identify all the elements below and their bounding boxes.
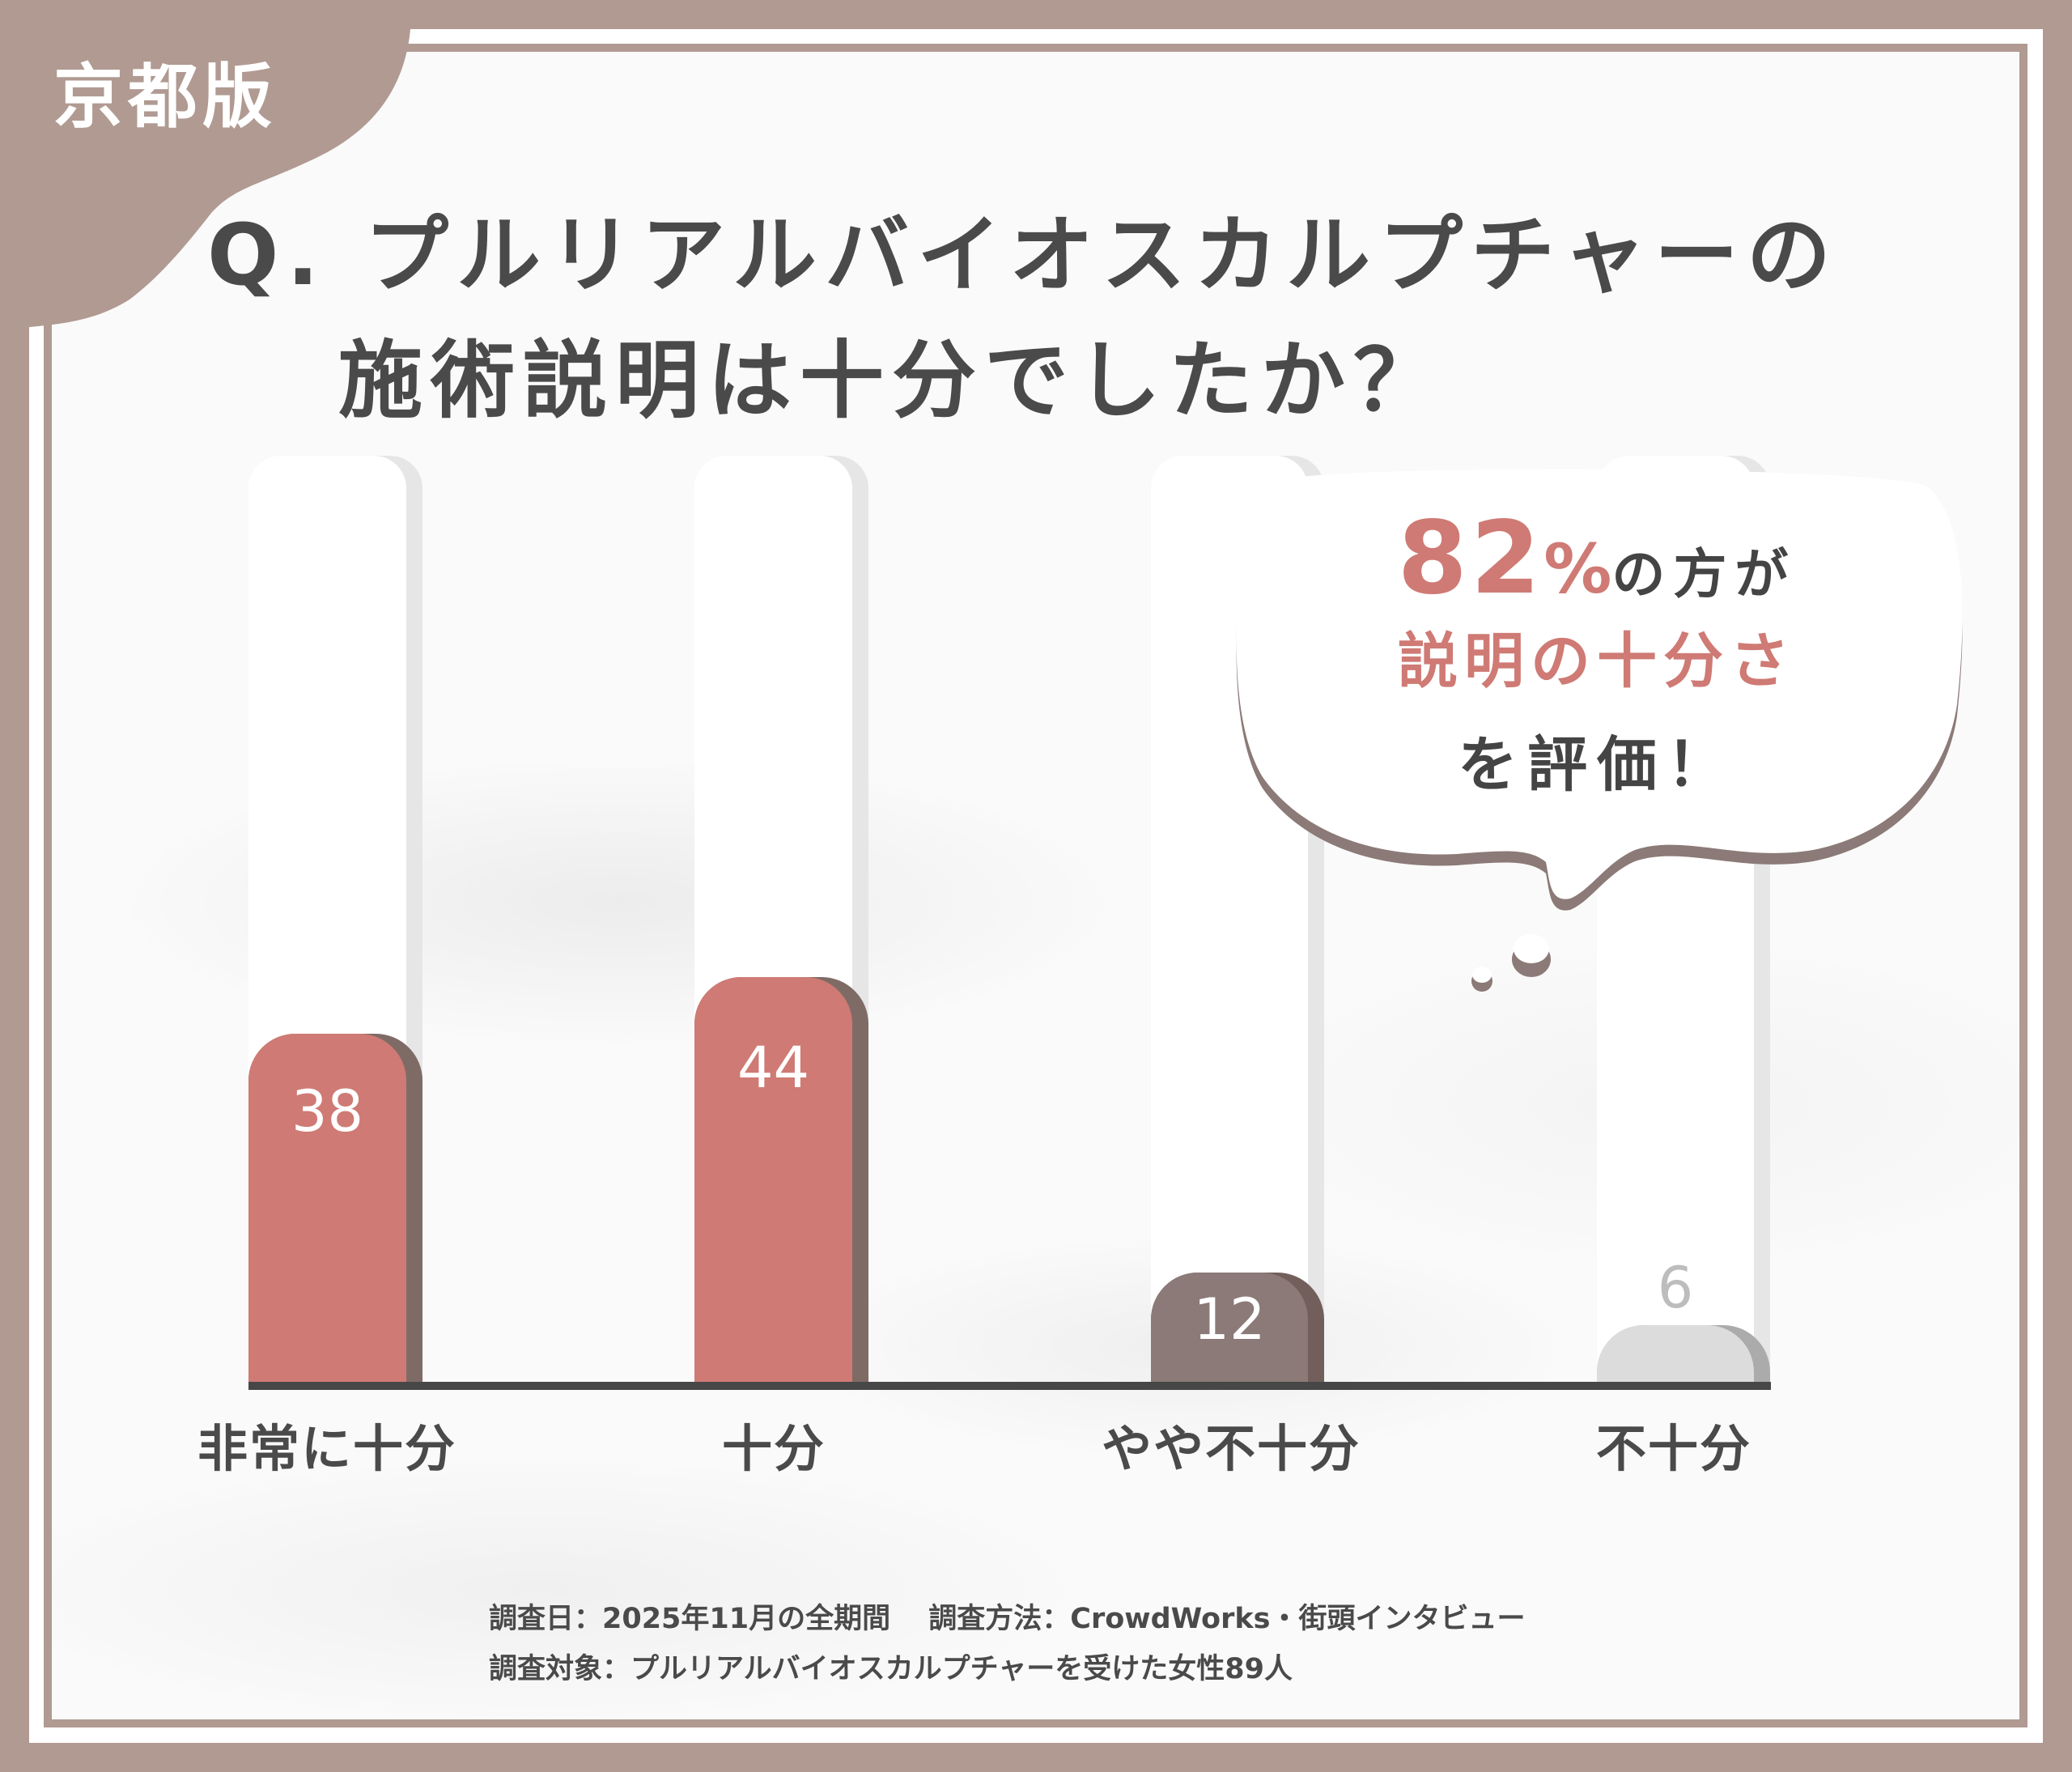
callout-line2: 説明の十分さ xyxy=(1398,627,1796,696)
bar-very-sufficient: 38 xyxy=(248,1034,422,1382)
callout-percent-sign: % xyxy=(1543,529,1612,609)
corner-tab-shape xyxy=(0,0,421,340)
bar-insufficient: 6 xyxy=(1597,1256,1770,1382)
bar-value-label: 44 xyxy=(737,1035,810,1101)
callout-line3: を評価！ xyxy=(1458,730,1736,800)
callout-line1: 82%の方が xyxy=(1237,500,1957,617)
x-axis-line xyxy=(248,1382,1771,1390)
bar-value-label: 6 xyxy=(1657,1255,1694,1321)
survey-info-line2: 調査対象：プルリアルバイオスカルプチャーを受けた女性89人 xyxy=(489,1653,1293,1685)
region-badge: 京都版 xyxy=(53,57,277,138)
bar-value-label: 12 xyxy=(1193,1286,1266,1353)
callout-line1-rest: の方が xyxy=(1611,543,1797,606)
bar-face xyxy=(248,1034,406,1382)
bar-sufficient: 44 xyxy=(694,977,868,1382)
bar-face xyxy=(1597,1325,1754,1382)
x-label-sufficient: 十分 xyxy=(721,1419,826,1478)
x-label-insufficient: 不十分 xyxy=(1595,1419,1751,1478)
question-title-line1: Q. プルリアルバイオスカルプチャーの xyxy=(207,206,1840,304)
callout-percent-number: 82 xyxy=(1397,500,1544,617)
bar-face xyxy=(694,977,852,1382)
x-label-somewhat-insufficient: やや不十分 xyxy=(1101,1419,1361,1478)
bar-value-label: 38 xyxy=(291,1078,364,1145)
x-label-very-sufficient: 非常に十分 xyxy=(197,1419,456,1478)
question-title-line2: 施術説明は十分でしたか？ xyxy=(338,331,1446,430)
survey-info-line1: 調査日：2025年11月の全期間 調査方法：CrowdWorks・街頭インタビュ… xyxy=(489,1603,1526,1635)
bar-face xyxy=(1151,1273,1308,1382)
speech-bubble xyxy=(1236,469,1963,992)
bar-somewhat-insufficient: 12 xyxy=(1151,1273,1324,1382)
